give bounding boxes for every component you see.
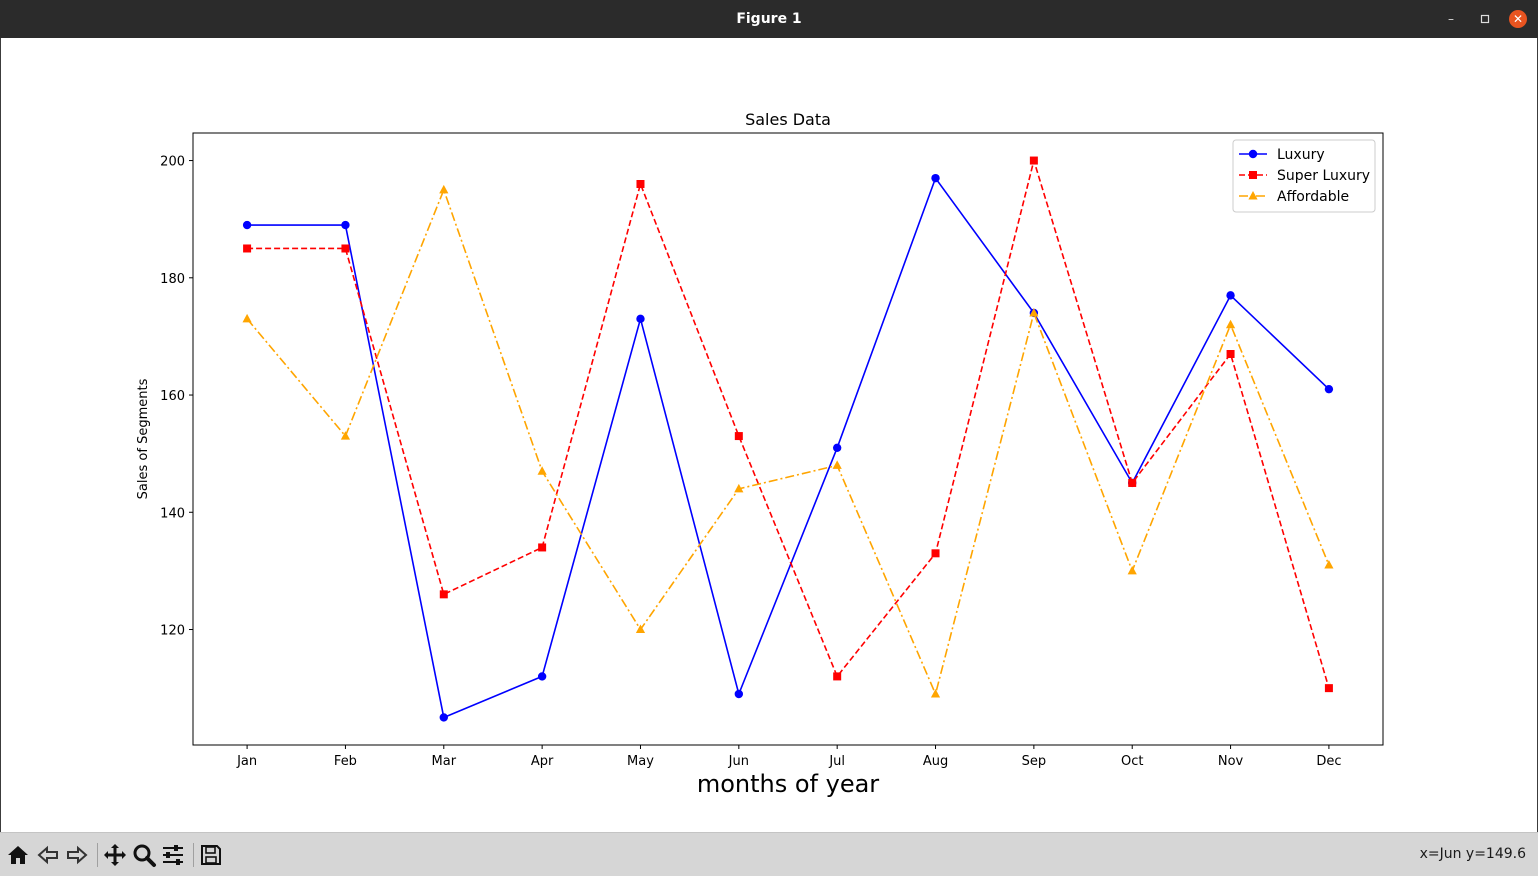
data-point-super-luxury: [538, 543, 547, 552]
x-tick-label: Sep: [1022, 754, 1047, 769]
y-axis: 120 140 160 180 200: [160, 155, 193, 639]
data-point-super-luxury: [1128, 478, 1137, 487]
legend-box: [1232, 139, 1376, 213]
data-point-affordable: [537, 466, 547, 475]
pan-icon[interactable]: [102, 842, 128, 868]
toolbar-separator: [97, 843, 98, 867]
series-luxury: [242, 173, 1334, 722]
x-tick-label: Jan: [236, 754, 257, 769]
x-tick-label: May: [627, 754, 654, 769]
x-tick-label: Apr: [531, 754, 554, 769]
data-point-super-luxury: [341, 244, 350, 253]
x-tick-label: Mar: [432, 754, 457, 769]
data-point-super-luxury: [1226, 350, 1235, 358]
y-tick-label: 200: [160, 155, 185, 170]
data-point-affordable: [242, 313, 252, 323]
data-point-super-luxury: [243, 244, 252, 253]
maximize-icon[interactable]: [1476, 10, 1494, 28]
legend-marker-luxury: [1248, 149, 1258, 159]
x-axis: Jan Feb Mar Apr May Jun Jul Aug Sep Oct Nov Dec: [236, 745, 1341, 769]
x-tick-label: Aug: [923, 754, 948, 769]
window-title: Figure 1: [736, 11, 802, 27]
back-icon[interactable]: [35, 842, 61, 868]
series-line-super-luxury: [247, 157, 1330, 689]
data-point-affordable: [439, 184, 449, 194]
legend-marker-super-luxury: [1249, 171, 1257, 179]
x-tick-label: Feb: [334, 754, 357, 769]
data-point-affordable: [1127, 565, 1137, 575]
data-point-luxury: [734, 689, 744, 699]
y-tick-label: 120: [160, 624, 185, 639]
save-icon[interactable]: [198, 842, 224, 868]
legend: Luxury Super Luxury Affordable: [1232, 139, 1376, 213]
data-point-affordable: [340, 431, 351, 440]
legend-label-super-luxury: Super Luxury: [1277, 168, 1370, 184]
data-point-luxury: [1226, 291, 1235, 300]
data-point-luxury: [832, 443, 842, 452]
data-point-affordable: [1029, 307, 1039, 317]
x-tick-label: Oct: [1121, 754, 1143, 769]
data-point-affordable: [734, 483, 744, 493]
series-affordable: [242, 184, 1334, 698]
data-point-super-luxury: [636, 180, 645, 188]
toolbar-separator: [193, 843, 194, 867]
chart: 120 140 160 180 200 Jan Feb Mar Apr May Jun Jul Aug…: [136, 110, 1384, 798]
data-point-luxury: [242, 220, 252, 230]
x-tick-label: Jun: [728, 754, 749, 769]
figure-canvas[interactable]: 120 140 160 180 200 Jan Feb Mar Apr May Jun Jul Aug…: [1, 38, 1537, 832]
data-point-affordable: [1225, 319, 1236, 329]
data-point-affordable: [832, 460, 842, 469]
data-point-affordable: [635, 624, 646, 634]
x-tick-label: Dec: [1316, 754, 1341, 769]
x-tick-label: Nov: [1218, 754, 1244, 769]
title-bar: Figure 1 – ✕: [0, 0, 1538, 38]
data-point-luxury: [1324, 384, 1334, 394]
y-tick-label: 140: [160, 506, 185, 521]
data-point-super-luxury: [734, 432, 743, 441]
series-line-affordable: [246, 187, 1330, 697]
data-point-super-luxury: [833, 672, 842, 681]
data-point-luxury: [931, 173, 940, 183]
series-super-luxury: [243, 156, 1333, 693]
coordinate-readout: x=Jun y=149.6: [1419, 846, 1526, 862]
y-tick-label: 180: [160, 272, 185, 287]
toolbar: x=Jun y=149.6: [0, 832, 1538, 876]
x-axis-label: months of year: [697, 770, 879, 798]
data-point-super-luxury: [1324, 684, 1333, 693]
y-axis-label: Sales of Segments: [136, 378, 151, 499]
minimize-icon[interactable]: –: [1448, 12, 1454, 26]
home-icon[interactable]: [5, 842, 31, 868]
series-layer: [242, 156, 1334, 722]
data-point-super-luxury: [931, 549, 940, 558]
forward-icon[interactable]: [64, 842, 90, 868]
window-frame-left: [0, 38, 1, 832]
data-point-super-luxury: [439, 590, 448, 599]
x-tick-label: Jul: [828, 754, 845, 769]
configure-subplots-icon[interactable]: [160, 842, 186, 868]
data-point-luxury: [636, 314, 645, 324]
legend-label-affordable: Affordable: [1277, 189, 1349, 205]
data-point-affordable: [1324, 560, 1334, 569]
data-point-super-luxury: [1029, 156, 1038, 165]
data-point-luxury: [537, 672, 547, 681]
y-tick-label: 160: [160, 389, 185, 404]
data-point-luxury: [439, 713, 448, 722]
data-point-luxury: [341, 220, 350, 230]
legend-label-luxury: Luxury: [1277, 147, 1325, 163]
legend-marker-affordable: [1248, 191, 1258, 200]
close-icon[interactable]: ✕: [1509, 10, 1527, 28]
plot-area: [192, 132, 1384, 746]
series-line-luxury: [247, 176, 1330, 719]
data-point-affordable: [930, 689, 941, 698]
zoom-icon[interactable]: [131, 842, 157, 868]
chart-title: Sales Data: [745, 110, 831, 129]
